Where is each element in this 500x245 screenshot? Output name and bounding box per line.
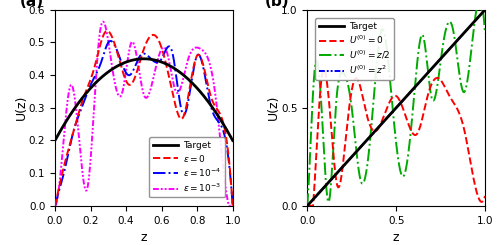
$U^{(0)} = 0$ — [477, 199, 483, 202]
$\varepsilon = 0$ — [52, 204, 58, 207]
Line: $\varepsilon = 10^{-3}$: $\varepsilon = 10^{-3}$ — [55, 22, 233, 206]
$\varepsilon = 10^{-4}$ — [224, 151, 230, 154]
$U^{(0)} = z^2$ — [304, 204, 310, 207]
$U^{(0)} = z^2$ — [386, 114, 392, 117]
$U^{(0)} = 0$ — [314, 152, 320, 155]
$U^{(0)} = 0$ — [304, 204, 310, 207]
Target — [482, 8, 488, 11]
$\varepsilon = 0$ — [224, 146, 230, 149]
Target — [444, 50, 450, 53]
$U^{(0)} = z^2$ — [390, 109, 396, 112]
$U^{(0)} = z^2$ — [477, 14, 483, 17]
$\varepsilon = 10^{-3}$ — [230, 204, 235, 207]
Y-axis label: U(z): U(z) — [14, 95, 28, 121]
Target — [314, 194, 320, 197]
Target — [134, 58, 140, 61]
$\varepsilon = 10^{-3}$ — [100, 20, 106, 23]
$\varepsilon = 10^{-3}$ — [224, 199, 230, 202]
Line: Target: Target — [55, 59, 233, 140]
$\varepsilon = 0$ — [224, 146, 230, 148]
Target — [304, 204, 310, 207]
$\varepsilon = 10^{-3}$ — [52, 204, 58, 207]
Target — [386, 114, 392, 117]
$U^{(0)} = z/2$ — [390, 118, 396, 121]
$U^{(0)} = z^2$ — [444, 50, 450, 53]
$U^{(0)} = z^2$ — [482, 8, 488, 11]
$\varepsilon = 10^{-3}$ — [224, 198, 230, 201]
Target — [477, 14, 483, 17]
$\varepsilon = 0$ — [134, 71, 140, 73]
X-axis label: z: z — [393, 231, 400, 244]
Y-axis label: U(z): U(z) — [266, 95, 280, 121]
$\varepsilon = 0$ — [138, 55, 144, 58]
$\varepsilon = 10^{-4}$ — [138, 53, 144, 56]
$\varepsilon = 10^{-3}$ — [61, 134, 67, 136]
$U^{(0)} = z/2$ — [474, 8, 480, 11]
$\varepsilon = 0$ — [230, 204, 235, 207]
$\varepsilon = 0$ — [61, 164, 67, 167]
Target — [224, 130, 230, 133]
$U^{(0)} = 0$ — [477, 199, 483, 202]
$U^{(0)} = 0$ — [386, 102, 392, 105]
$U^{(0)} = z/2$ — [444, 24, 450, 26]
$U^{(0)} = z/2$ — [477, 8, 483, 11]
Legend: Target, $\varepsilon = 0$, $\varepsilon = 10^{-4}$, $\varepsilon = 10^{-3}$: Target, $\varepsilon = 0$, $\varepsilon … — [149, 137, 224, 197]
$U^{(0)} = z/2$ — [477, 8, 483, 11]
$U^{(0)} = 0$ — [321, 68, 327, 71]
$\varepsilon = 10^{-3}$ — [134, 55, 140, 58]
$U^{(0)} = z/2$ — [386, 67, 392, 70]
Target — [224, 130, 230, 133]
Line: $U^{(0)} = z/2$: $U^{(0)} = z/2$ — [308, 10, 485, 206]
Line: $U^{(0)} = z^2$: $U^{(0)} = z^2$ — [308, 10, 485, 206]
Target — [61, 123, 67, 126]
Target — [141, 57, 147, 60]
$U^{(0)} = 0$ — [482, 195, 488, 197]
Text: (b): (b) — [264, 0, 289, 9]
Target — [138, 57, 144, 60]
Target — [390, 109, 396, 112]
$\varepsilon = 10^{-4}$ — [61, 171, 67, 174]
$\varepsilon = 10^{-4}$ — [224, 150, 230, 153]
$\varepsilon = 10^{-4}$ — [134, 61, 140, 64]
Target — [230, 139, 235, 142]
$\varepsilon = 10^{-4}$ — [192, 61, 198, 64]
$U^{(0)} = z/2$ — [314, 60, 320, 62]
Line: $\varepsilon = 0$: $\varepsilon = 0$ — [55, 31, 233, 206]
Line: $U^{(0)} = 0$: $U^{(0)} = 0$ — [308, 70, 485, 206]
$\varepsilon = 10^{-3}$ — [138, 83, 144, 86]
$U^{(0)} = 0$ — [444, 90, 450, 93]
$\varepsilon = 10^{-4}$ — [52, 204, 58, 207]
$\varepsilon = 0$ — [104, 29, 110, 32]
$U^{(0)} = z^2$ — [314, 194, 320, 197]
Text: (a): (a) — [20, 0, 44, 9]
$U^{(0)} = 0$ — [391, 95, 397, 98]
Target — [52, 139, 58, 142]
Legend: Target, $U^{(0)} = 0$, $U^{(0)} = z/2$, $U^{(0)} = z^2$: Target, $U^{(0)} = 0$, $U^{(0)} = z/2$, … — [316, 18, 394, 80]
$\varepsilon = 10^{-3}$ — [192, 46, 198, 49]
$\varepsilon = 10^{-4}$ — [108, 39, 114, 42]
$\varepsilon = 10^{-4}$ — [230, 204, 235, 207]
X-axis label: z: z — [140, 231, 147, 244]
Line: Target: Target — [308, 10, 485, 206]
$U^{(0)} = z^2$ — [477, 14, 483, 17]
Target — [192, 85, 198, 87]
$U^{(0)} = z/2$ — [304, 204, 310, 207]
$U^{(0)} = z/2$ — [482, 32, 488, 35]
Line: $\varepsilon = 10^{-4}$: $\varepsilon = 10^{-4}$ — [55, 41, 233, 206]
Target — [477, 14, 483, 17]
$\varepsilon = 0$ — [192, 60, 198, 62]
